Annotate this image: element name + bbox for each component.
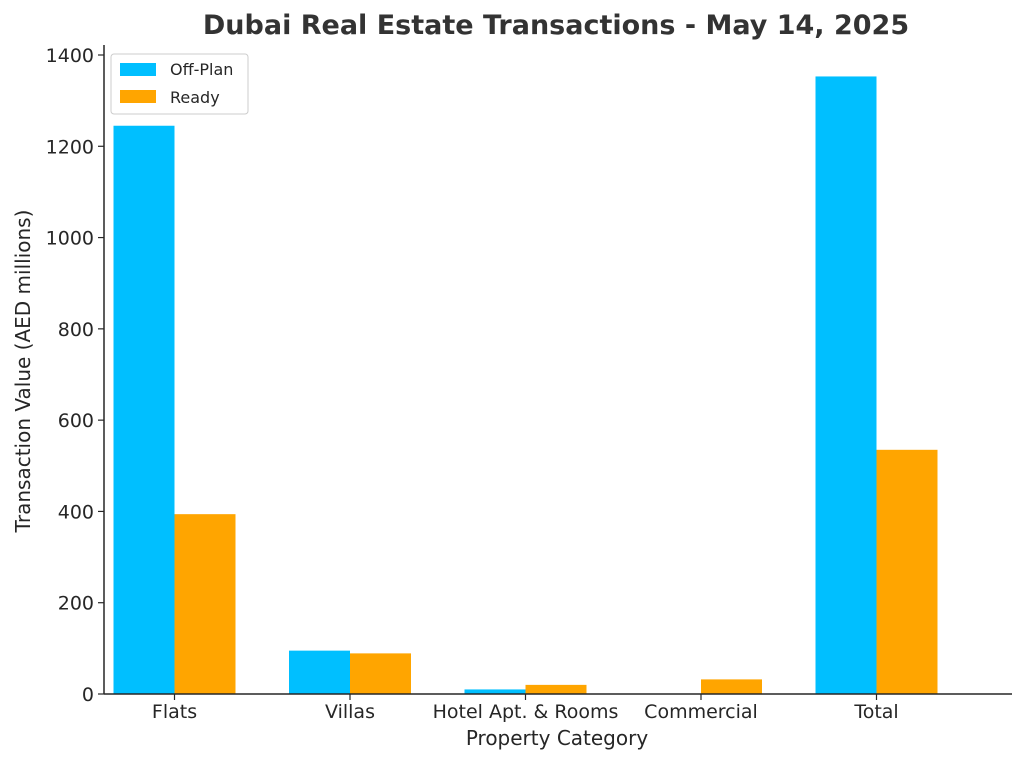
y-tick-label: 200 (58, 593, 94, 615)
bar-ready-commercial (701, 679, 762, 694)
legend-label-ready: Ready (170, 88, 220, 107)
y-tick-label: 600 (58, 410, 94, 432)
x-tick-label-hotel-apt-rooms: Hotel Apt. & Rooms (433, 701, 619, 723)
legend-swatch-off-plan (120, 63, 156, 76)
plot-area: 0 200 400 600 800 1000 1200 1400 Flats Villas Hote… (46, 45, 1012, 723)
legend: Off-Plan Ready (110, 53, 249, 115)
bar-off-plan-flats (113, 125, 175, 694)
y-tick-label: 1200 (46, 136, 94, 158)
x-axis-label: Property Category (466, 726, 649, 750)
bar-off-plan-hotel-apt-rooms (464, 689, 526, 694)
y-tick-label: 800 (58, 319, 94, 341)
y-tick-label: 1400 (46, 45, 94, 67)
bar-ready-hotel-apt-rooms (525, 684, 587, 694)
x-tick-label-total: Total (853, 701, 898, 723)
chart-title: Dubai Real Estate Transactions - May 14,… (203, 10, 909, 41)
y-tick-label: 1000 (46, 228, 94, 250)
x-tick-label-commercial: Commercial (644, 701, 758, 723)
bar-off-plan-total (815, 76, 877, 694)
x-tick-label-flats: Flats (152, 701, 197, 723)
x-tick-label-villas: Villas (325, 701, 375, 723)
y-tick-label: 0 (82, 684, 94, 706)
bar-off-plan-villas (289, 650, 350, 694)
y-tick-label: 400 (58, 501, 94, 523)
bar-ready-total (876, 449, 938, 694)
legend-swatch-ready (120, 90, 156, 103)
legend-label-off-plan: Off-Plan (170, 60, 233, 79)
bar-ready-villas (350, 653, 411, 694)
bar-ready-flats (174, 514, 236, 694)
y-axis-label: Transaction Value (AED millions) (11, 210, 35, 534)
